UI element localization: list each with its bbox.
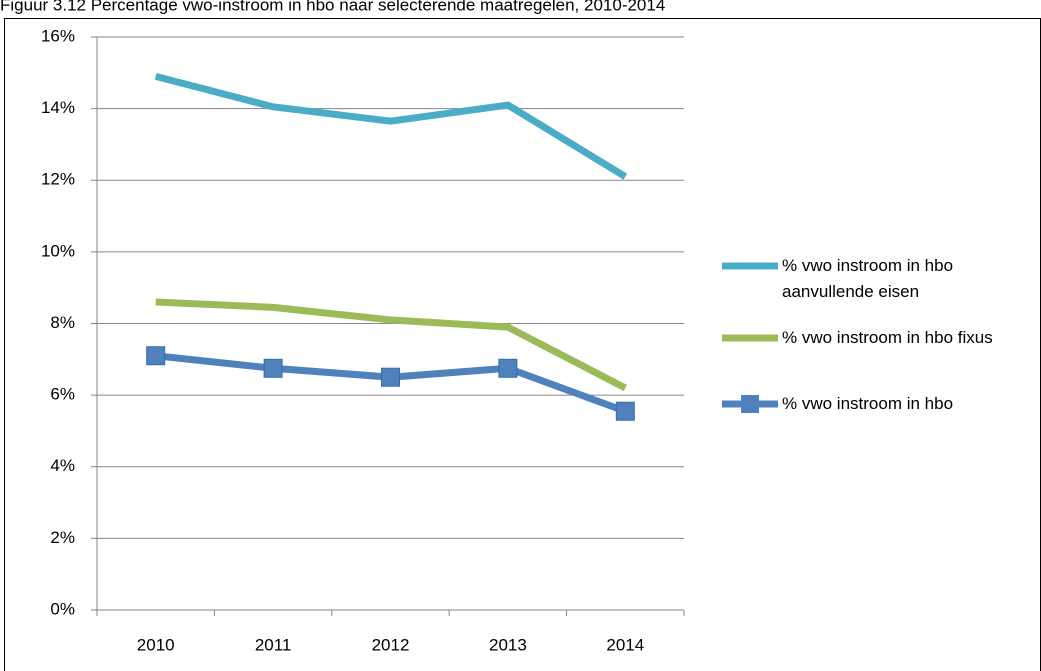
y-tick-label: 16% — [41, 26, 75, 45]
legend-label: % vwo instroom in hbo aanvullende eisen — [782, 256, 954, 301]
x-tick-label: 2013 — [489, 635, 527, 654]
x-tick-label: 2011 — [255, 635, 292, 654]
y-tick-label: 10% — [41, 241, 75, 260]
marker — [498, 358, 518, 378]
y-tick-label: 0% — [50, 599, 75, 618]
y-tick-label: 4% — [50, 456, 75, 475]
x-tick-label: 2012 — [372, 635, 410, 654]
y-tick-label: 8% — [50, 313, 75, 332]
series-line — [155, 298, 627, 392]
y-tick-label: 12% — [41, 170, 75, 189]
y-tick-label: 6% — [50, 385, 75, 404]
legend-label: % vwo instroom in hbo fixus — [782, 328, 993, 347]
y-tick-label: 14% — [41, 98, 75, 117]
marker — [381, 367, 400, 387]
marker — [615, 401, 635, 421]
chart-title: Figuur 3.12 Percentage vwo-instroom in h… — [0, 0, 665, 14]
x-tick-label: 2014 — [606, 635, 644, 654]
x-tick-label: 2010 — [137, 635, 175, 654]
legend-marker — [741, 395, 759, 413]
series-line — [154, 73, 628, 180]
marker — [263, 358, 283, 378]
legend-label: % vwo instroom in hbo — [782, 394, 954, 413]
y-tick-label: 2% — [50, 528, 75, 547]
marker — [146, 346, 166, 366]
